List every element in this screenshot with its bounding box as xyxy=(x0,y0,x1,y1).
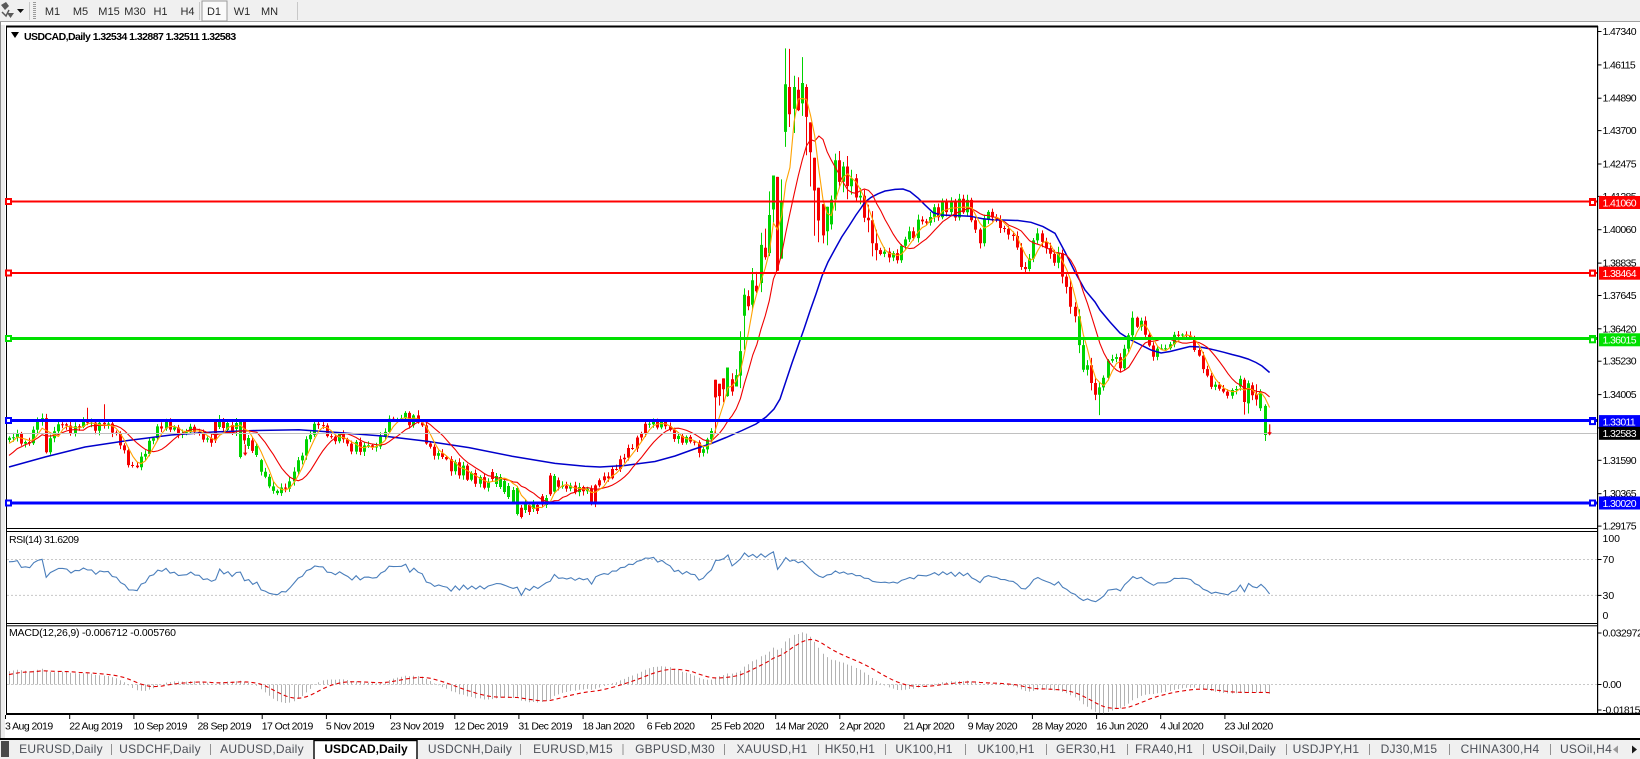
svg-text:M1: M1 xyxy=(45,6,60,18)
svg-text:GBPUSD,M30: GBPUSD,M30 xyxy=(635,742,715,756)
svg-text:0.032972: 0.032972 xyxy=(1603,628,1640,640)
svg-text:RSI(14) 31.6209: RSI(14) 31.6209 xyxy=(9,534,79,546)
svg-text:1.43700: 1.43700 xyxy=(1603,125,1637,137)
svg-text:5 Nov 2019: 5 Nov 2019 xyxy=(326,721,375,733)
svg-text:-0.018154: -0.018154 xyxy=(1603,705,1640,717)
svg-text:EURUSD,Daily: EURUSD,Daily xyxy=(19,742,103,756)
svg-text:28 May 2020: 28 May 2020 xyxy=(1032,721,1087,733)
svg-text:23 Jul 2020: 23 Jul 2020 xyxy=(1224,721,1273,733)
svg-text:HK50,H1: HK50,H1 xyxy=(825,742,876,756)
svg-text:1.36420: 1.36420 xyxy=(1603,323,1637,335)
svg-text:USDJPY,H1: USDJPY,H1 xyxy=(1293,742,1360,756)
svg-text:1.41060: 1.41060 xyxy=(1603,197,1637,209)
svg-text:DJ30,M15: DJ30,M15 xyxy=(1381,742,1438,756)
svg-text:70: 70 xyxy=(1603,554,1615,566)
svg-text:1.46115: 1.46115 xyxy=(1603,59,1636,71)
svg-text:1.34005: 1.34005 xyxy=(1603,389,1637,401)
svg-text:USOil,H4: USOil,H4 xyxy=(1560,742,1612,756)
svg-text:MN: MN xyxy=(261,6,278,18)
svg-text:D1: D1 xyxy=(207,6,221,18)
svg-text:28 Sep 2019: 28 Sep 2019 xyxy=(198,721,252,733)
svg-text:22 Aug 2019: 22 Aug 2019 xyxy=(69,721,123,733)
svg-text:1.47340: 1.47340 xyxy=(1603,26,1637,38)
svg-text:M30: M30 xyxy=(124,6,145,18)
svg-text:2 Apr 2020: 2 Apr 2020 xyxy=(839,721,885,733)
svg-text:21 Apr 2020: 21 Apr 2020 xyxy=(904,721,955,733)
svg-text:GER30,H1: GER30,H1 xyxy=(1056,742,1116,756)
svg-text:1.38464: 1.38464 xyxy=(1603,268,1637,280)
svg-text:1.44890: 1.44890 xyxy=(1603,93,1637,105)
svg-text:23 Nov 2019: 23 Nov 2019 xyxy=(390,721,444,733)
svg-text:USDCAD,Daily 1.32534 1.32887: USDCAD,Daily 1.32534 1.32887 1.32511 1.3… xyxy=(24,31,236,43)
svg-text:1.38835: 1.38835 xyxy=(1603,258,1637,270)
svg-text:1.35230: 1.35230 xyxy=(1603,356,1637,368)
svg-text:1.33011: 1.33011 xyxy=(1603,416,1636,428)
svg-text:1.32583: 1.32583 xyxy=(1603,428,1637,440)
svg-text:W1: W1 xyxy=(234,6,251,18)
svg-text:4 Jul 2020: 4 Jul 2020 xyxy=(1160,721,1204,733)
svg-text:0: 0 xyxy=(1603,610,1609,622)
svg-text:CHINA300,H4: CHINA300,H4 xyxy=(1461,742,1540,756)
svg-text:AUDUSD,Daily: AUDUSD,Daily xyxy=(220,742,304,756)
svg-text:1.36015: 1.36015 xyxy=(1603,335,1637,347)
svg-text:1.31590: 1.31590 xyxy=(1603,455,1637,467)
svg-text:EURUSD,M15: EURUSD,M15 xyxy=(533,742,613,756)
svg-text:10 Sep 2019: 10 Sep 2019 xyxy=(133,721,187,733)
svg-text:USOil,Daily: USOil,Daily xyxy=(1212,742,1276,756)
svg-text:USDCHF,Daily: USDCHF,Daily xyxy=(119,742,201,756)
svg-text:30: 30 xyxy=(1603,590,1615,602)
svg-text:M15: M15 xyxy=(98,6,119,18)
svg-text:3 Aug 2019: 3 Aug 2019 xyxy=(5,721,53,733)
svg-text:18 Jan 2020: 18 Jan 2020 xyxy=(583,721,635,733)
svg-text:31 Dec 2019: 31 Dec 2019 xyxy=(518,721,572,733)
svg-text:UK100,H1: UK100,H1 xyxy=(977,742,1034,756)
svg-text:100: 100 xyxy=(1603,533,1621,545)
svg-text:UK100,H1: UK100,H1 xyxy=(895,742,952,756)
svg-text:1.29175: 1.29175 xyxy=(1603,521,1637,533)
svg-text:9 May 2020: 9 May 2020 xyxy=(968,721,1018,733)
svg-text:H1: H1 xyxy=(153,6,167,18)
svg-text:XAUUSD,H1: XAUUSD,H1 xyxy=(737,742,808,756)
svg-text:H4: H4 xyxy=(180,6,194,18)
svg-text:14 Mar 2020: 14 Mar 2020 xyxy=(775,721,829,733)
svg-text:12 Dec 2019: 12 Dec 2019 xyxy=(454,721,508,733)
svg-text:USDCNH,Daily: USDCNH,Daily xyxy=(428,742,512,756)
svg-text:M5: M5 xyxy=(73,6,88,18)
svg-text:16 Jun 2020: 16 Jun 2020 xyxy=(1096,721,1148,733)
svg-text:1.30020: 1.30020 xyxy=(1603,498,1637,510)
svg-text:1.37645: 1.37645 xyxy=(1603,290,1637,302)
svg-text:17 Oct 2019: 17 Oct 2019 xyxy=(262,721,314,733)
svg-text:USDCAD,Daily: USDCAD,Daily xyxy=(324,742,408,756)
svg-text:6 Feb 2020: 6 Feb 2020 xyxy=(647,721,695,733)
svg-text:MACD(12,26,9) -0.006712 -0.005: MACD(12,26,9) -0.006712 -0.005760 xyxy=(9,627,176,639)
svg-text:1.42475: 1.42475 xyxy=(1603,159,1637,171)
svg-text:FRA40,H1: FRA40,H1 xyxy=(1135,742,1193,756)
svg-text:1.40060: 1.40060 xyxy=(1603,224,1637,236)
svg-text:25 Feb 2020: 25 Feb 2020 xyxy=(711,721,765,733)
svg-text:0.00: 0.00 xyxy=(1603,679,1622,691)
